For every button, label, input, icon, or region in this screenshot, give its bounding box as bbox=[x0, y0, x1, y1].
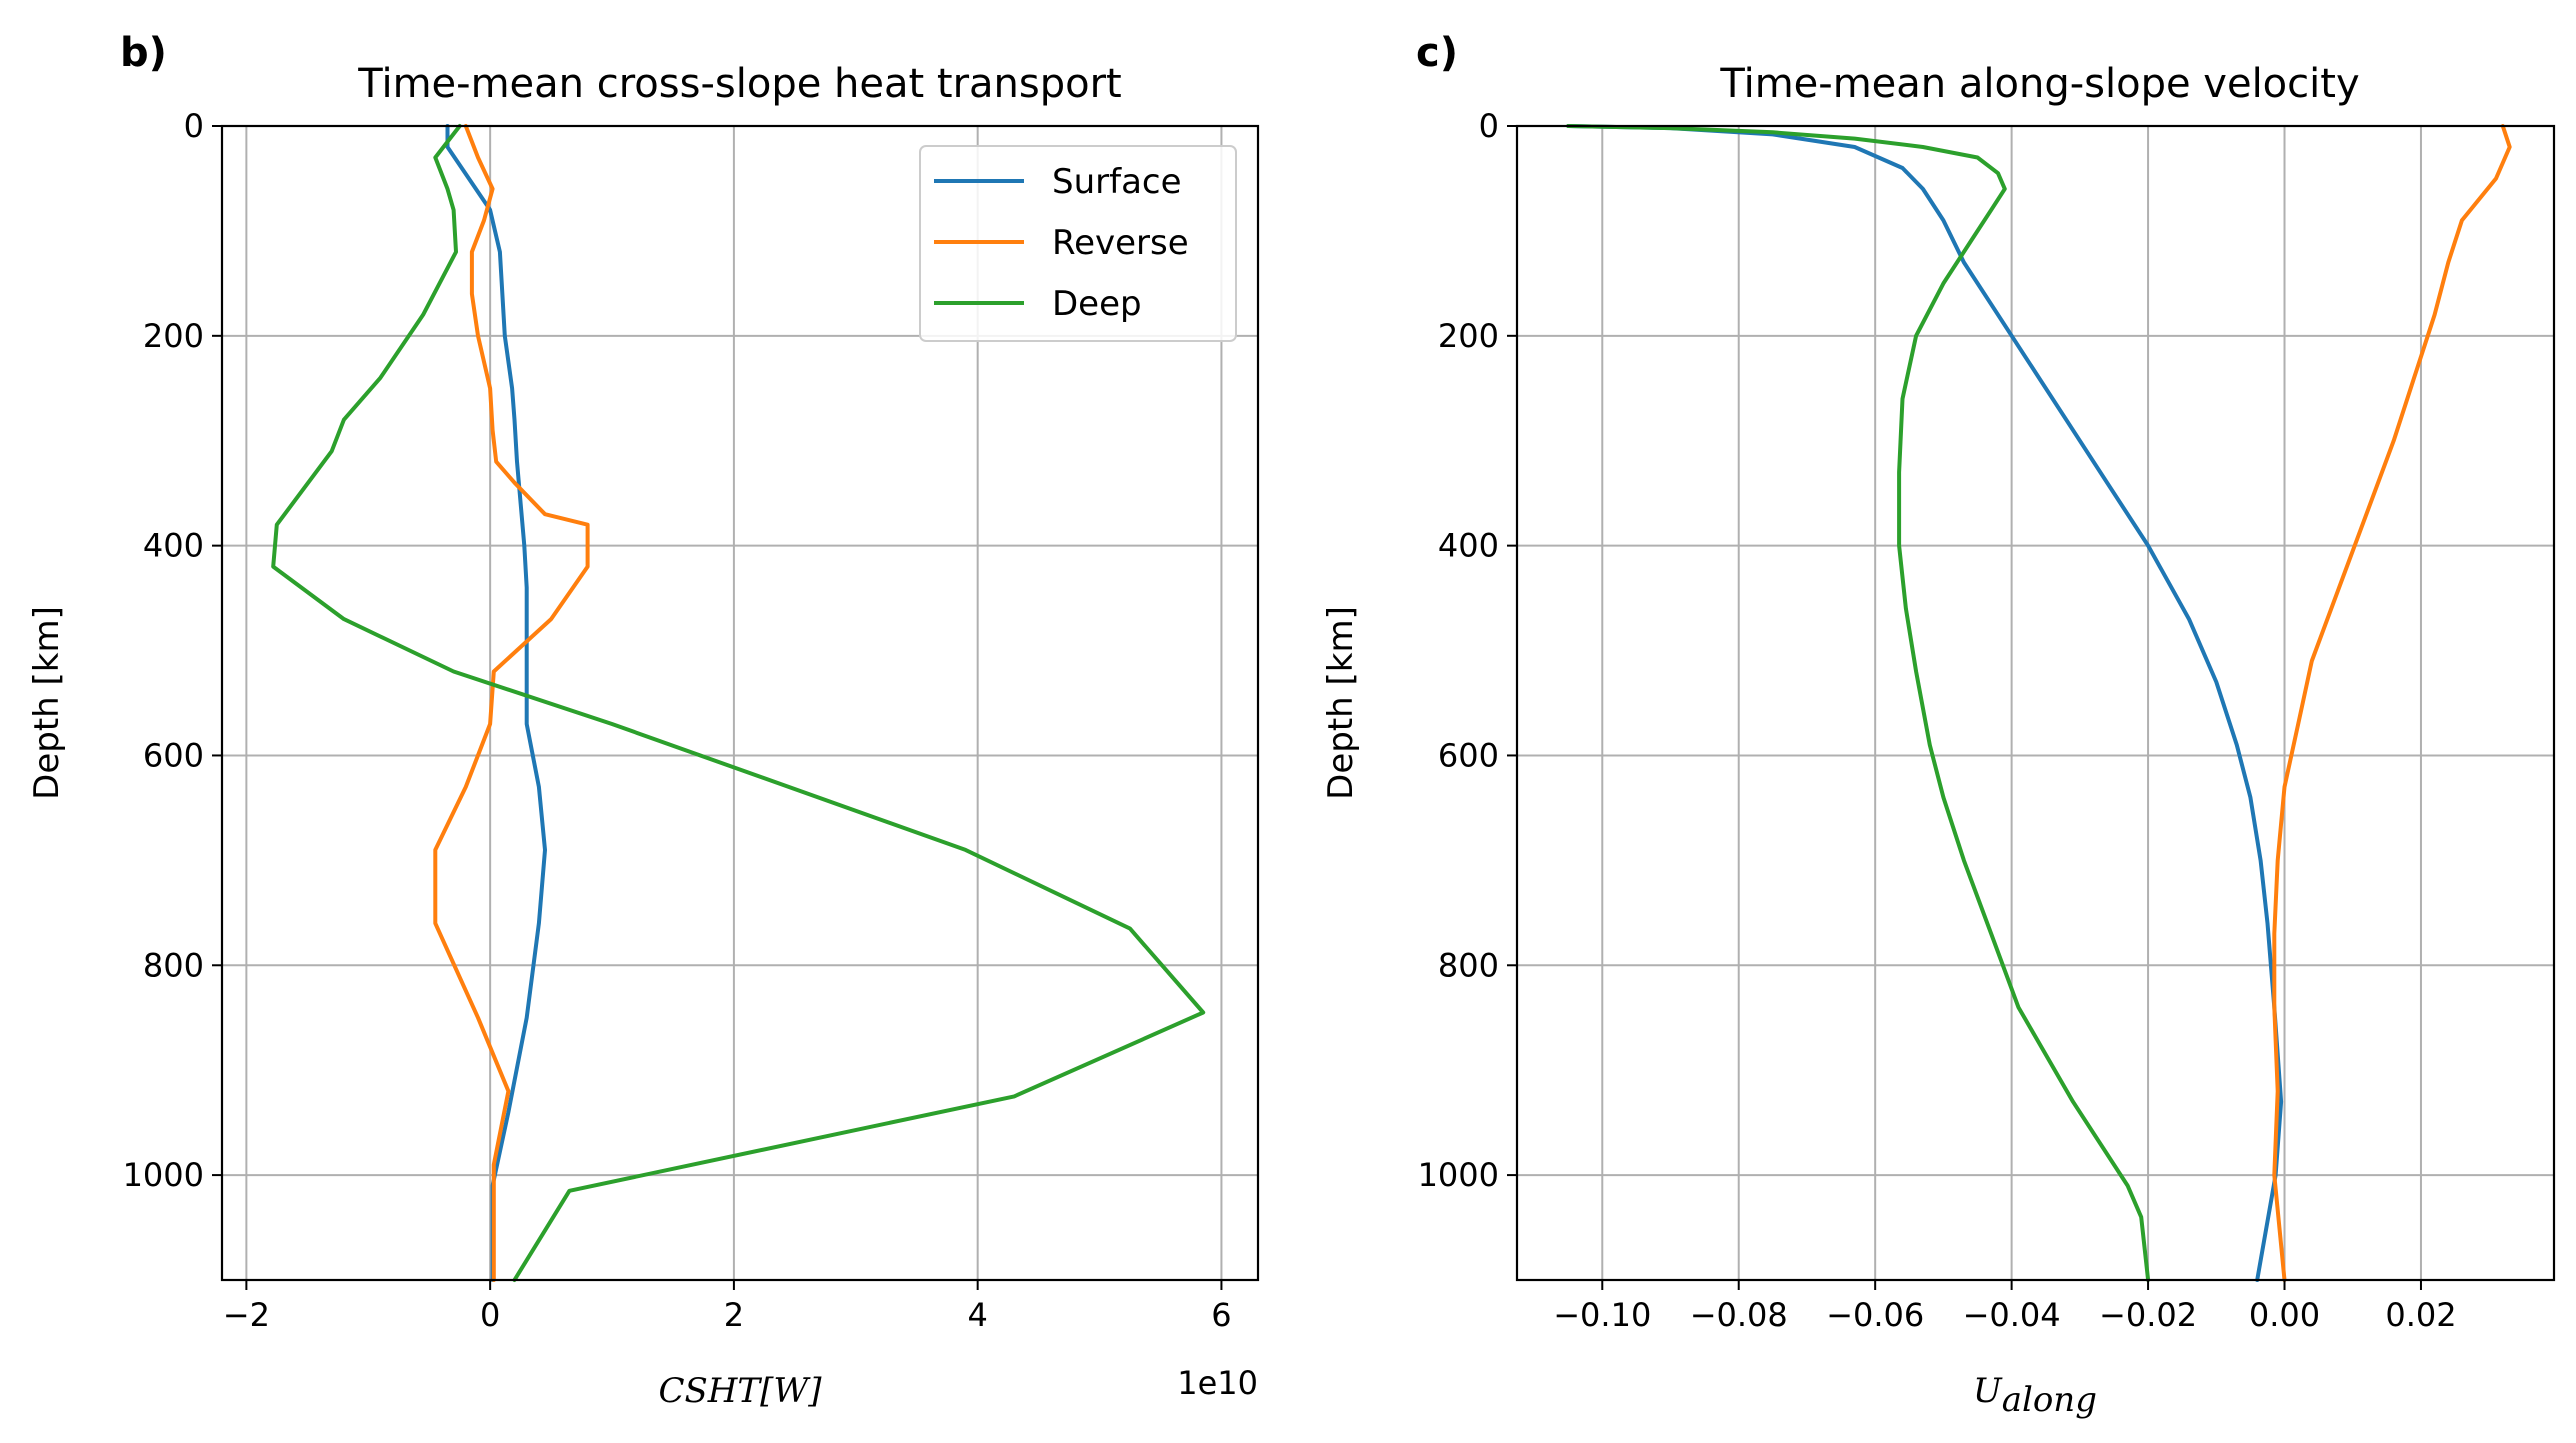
panel-label-b: b) bbox=[120, 30, 167, 76]
y-tick-label: 600 bbox=[143, 736, 204, 774]
axes-frame-c bbox=[1515, 124, 2556, 1282]
x-axis-label-main-c: U bbox=[1973, 1371, 2003, 1411]
chart-title-b: Time-mean cross-slope heat transport bbox=[357, 61, 1121, 107]
x-tick-label: 2 bbox=[724, 1296, 744, 1334]
y-tick-label: 1000 bbox=[123, 1156, 204, 1194]
x-tick-label: −0.06 bbox=[1826, 1296, 1924, 1334]
ticks-c: −0.10 −0.08 −0.06 −0.04 −0.02 0.00 0.02 0 200 400… bbox=[1418, 107, 2457, 1334]
y-tick-label: 400 bbox=[1438, 527, 1499, 565]
x-tick-label: 0 bbox=[480, 1296, 500, 1334]
x-tick-label: 6 bbox=[1211, 1296, 1231, 1334]
x-tick-label: −0.02 bbox=[2099, 1296, 2197, 1334]
x-tick-label: −0.10 bbox=[1553, 1296, 1651, 1334]
y-tick-label: 800 bbox=[1438, 946, 1499, 984]
legend-label-deep: Deep bbox=[1052, 284, 1142, 324]
x-tick-label: 0.00 bbox=[2249, 1296, 2320, 1334]
ticks-b: −2 0 2 4 6 0 200 400 600 800 1000 bbox=[123, 107, 1232, 1334]
x-tick-label: −0.04 bbox=[1963, 1296, 2061, 1334]
series-line-reverse bbox=[2272, 124, 2512, 1282]
x-tick-label: −2 bbox=[223, 1296, 270, 1334]
y-tick-label: 200 bbox=[1438, 317, 1499, 355]
axes-frame-b bbox=[220, 124, 1260, 1282]
series-line-deep bbox=[1566, 124, 2151, 1282]
y-tick-label: 0 bbox=[1479, 107, 1499, 145]
series-group-b bbox=[271, 124, 1206, 1282]
y-tick-label: 0 bbox=[184, 107, 204, 145]
y-tick-label: 800 bbox=[143, 946, 204, 984]
series-line-surface bbox=[445, 124, 547, 1282]
y-tick-label: 400 bbox=[143, 527, 204, 565]
x-axis-label-c: Ualong bbox=[1973, 1371, 2097, 1420]
legend-label-reverse: Reverse bbox=[1052, 223, 1189, 263]
x-axis-label-b: CSHT[W] bbox=[658, 1371, 822, 1411]
chart-title-c: Time-mean along-slope velocity bbox=[1719, 61, 2359, 107]
legend-label-surface: Surface bbox=[1052, 162, 1182, 202]
legend: Surface Reverse Deep bbox=[919, 145, 1237, 342]
x-tick-label: 4 bbox=[967, 1296, 987, 1334]
gridlines-c bbox=[1517, 125, 2554, 1280]
panel-along-slope-velocity: c) Time-mean along-slope velocity −0.10−… bbox=[1321, 30, 2556, 1420]
x-offset-text-b: 1e10 bbox=[1177, 1364, 1258, 1402]
panel-label-c: c) bbox=[1416, 30, 1458, 76]
x-tick-label: 0.02 bbox=[2385, 1296, 2456, 1334]
panel-cross-slope-heat-transport: b) Time-mean cross-slope heat transport … bbox=[27, 30, 1260, 1411]
series-group-c bbox=[1566, 124, 2512, 1282]
legend-box bbox=[919, 145, 1237, 342]
y-tick-label: 600 bbox=[1438, 736, 1499, 774]
y-tick-label: 1000 bbox=[1418, 1156, 1499, 1194]
x-tick-label: −0.08 bbox=[1690, 1296, 1788, 1334]
y-tick-label: 200 bbox=[143, 317, 204, 355]
x-axis-label-sub-c: along bbox=[2002, 1380, 2097, 1420]
series-line-surface bbox=[1566, 124, 2284, 1282]
y-axis-label-c: Depth [km] bbox=[1321, 606, 1361, 800]
series-line-deep bbox=[271, 124, 1206, 1282]
series-line-reverse bbox=[433, 124, 590, 1282]
y-axis-label-b: Depth [km] bbox=[27, 606, 67, 800]
